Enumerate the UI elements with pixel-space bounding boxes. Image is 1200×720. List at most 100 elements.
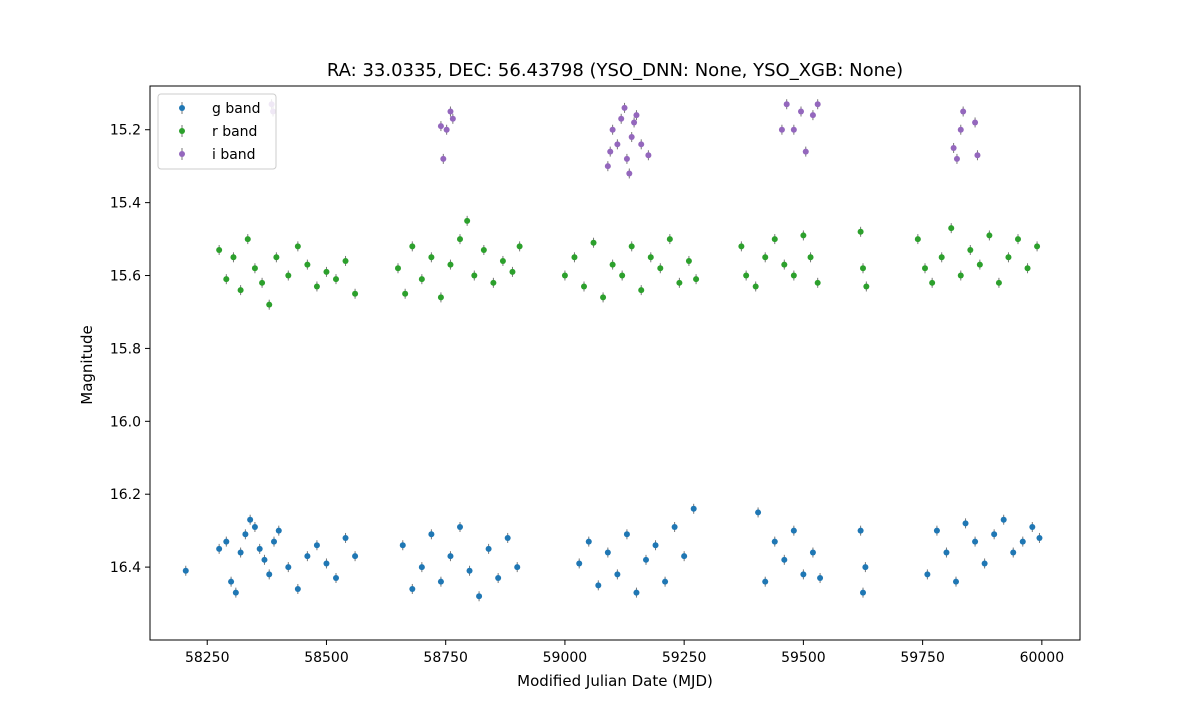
data-point (957, 126, 964, 133)
data-point (509, 268, 516, 275)
data-point (437, 123, 444, 130)
data-point (995, 279, 1002, 286)
data-point (251, 265, 258, 272)
data-point (860, 265, 866, 272)
data-point (342, 534, 349, 541)
data-point (447, 553, 454, 560)
x-tick-label: 59750 (900, 650, 945, 666)
data-point (304, 261, 311, 268)
y-tick-label: 16.0 (110, 414, 141, 430)
data-point (809, 549, 816, 556)
data-point (604, 163, 611, 170)
data-point (976, 261, 983, 268)
data-point (266, 571, 273, 578)
data-point (1019, 538, 1026, 545)
data-point (967, 247, 974, 254)
data-point (752, 283, 759, 290)
x-tick-label: 58750 (423, 650, 468, 666)
data-point (600, 294, 607, 301)
data-point (743, 272, 750, 279)
data-point (929, 279, 936, 286)
data-point (814, 101, 821, 108)
data-point (440, 155, 447, 162)
data-point (802, 148, 809, 155)
data-point (798, 108, 804, 115)
data-point (631, 119, 638, 126)
data-point (251, 524, 258, 531)
data-point (457, 236, 463, 243)
data-point (681, 553, 688, 560)
data-point (595, 582, 602, 589)
data-point (223, 538, 230, 545)
data-point (623, 155, 630, 162)
data-point (428, 531, 435, 538)
data-point (402, 290, 409, 297)
data-point (437, 578, 444, 585)
data-point (561, 272, 568, 279)
data-point (285, 272, 292, 279)
data-point (428, 254, 435, 261)
data-point (609, 126, 616, 133)
data-point (981, 560, 988, 567)
data-point (771, 236, 778, 243)
data-point (275, 527, 282, 534)
legend-label: i band (212, 147, 256, 163)
data-point (418, 276, 425, 283)
data-point (476, 593, 483, 600)
y-tick-label: 15.4 (110, 196, 141, 212)
data-point (223, 276, 230, 283)
data-point (790, 126, 797, 133)
data-point (666, 236, 673, 243)
data-point (685, 257, 692, 264)
data-point (409, 243, 416, 250)
data-point (516, 243, 523, 250)
data-point (285, 564, 292, 571)
data-point (953, 578, 959, 585)
y-tick-label: 15.2 (110, 123, 141, 139)
data-point (409, 585, 416, 592)
data-point (738, 243, 745, 250)
x-tick-label: 58250 (185, 650, 230, 666)
data-point (755, 509, 762, 516)
data-point (273, 254, 280, 261)
data-point (1015, 236, 1021, 243)
data-point (1036, 534, 1043, 541)
legend-label: g band (212, 101, 261, 117)
data-point (216, 545, 223, 552)
data-point (485, 545, 492, 552)
data-point (395, 265, 401, 272)
data-point (604, 549, 611, 556)
x-tick-label: 59500 (781, 650, 826, 666)
data-point (778, 126, 785, 133)
data-point (809, 112, 816, 119)
data-point (626, 170, 633, 177)
data-point (623, 531, 630, 538)
data-point (271, 538, 277, 545)
y-tick-label: 16.4 (110, 560, 141, 576)
data-point (781, 261, 788, 268)
x-tick-label: 58500 (304, 650, 349, 666)
data-point (259, 279, 266, 286)
data-point (619, 272, 626, 279)
data-point (862, 564, 869, 571)
data-point (237, 549, 244, 556)
data-point (933, 527, 940, 534)
data-point (480, 247, 487, 254)
data-point (447, 108, 454, 115)
data-point (261, 556, 268, 563)
data-point (676, 279, 683, 286)
data-point (783, 101, 790, 108)
data-point (514, 564, 521, 571)
data-point (953, 155, 960, 162)
data-point (986, 232, 993, 239)
data-point (781, 556, 788, 563)
legend-box (157, 93, 277, 170)
data-point (244, 236, 251, 243)
data-point (857, 228, 864, 235)
data-point (1029, 524, 1036, 531)
data-point (313, 542, 320, 549)
data-point (581, 283, 587, 290)
data-point (256, 545, 263, 552)
data-point (499, 257, 506, 264)
data-point (638, 141, 645, 148)
